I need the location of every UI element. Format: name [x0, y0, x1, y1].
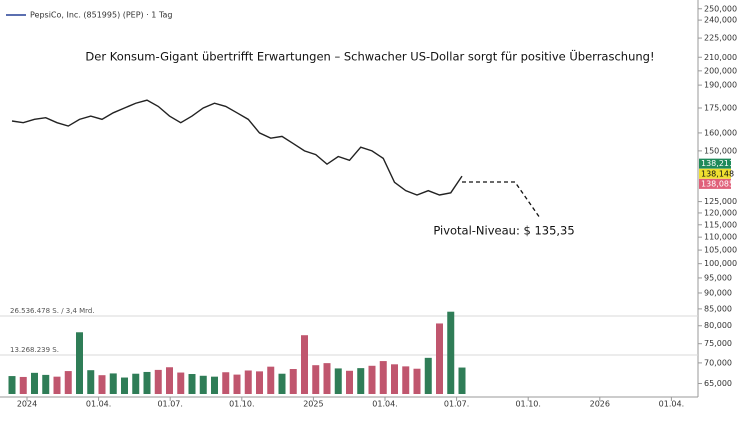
volume-bar [188, 374, 196, 394]
volume-bar [447, 311, 455, 394]
volume-bar [222, 372, 230, 394]
y-tick-label: 70,000 [704, 358, 732, 367]
volume-bar [278, 373, 286, 394]
legend-text: PepsiCo, Inc. (851995) (PEP) · 1 Tag [30, 11, 172, 20]
volume-bar [357, 368, 365, 394]
volume-bar [458, 367, 466, 394]
x-tick-label: 01.04. [86, 400, 111, 409]
x-tick-label: 01.10. [229, 400, 254, 409]
volume-bar [8, 376, 16, 394]
volume-bar [121, 377, 128, 394]
volume-bar [19, 376, 27, 394]
chart-title: Der Konsum-Gigant übertrifft Erwartungen… [85, 48, 654, 64]
pivot-annotation: Pivotal-Niveau: $ 135,35 [433, 224, 574, 238]
volume-bar [177, 372, 185, 394]
y-tick-label: 150,000 [704, 146, 737, 155]
x-tick-label: 01.10. [515, 400, 540, 409]
price-tag [699, 178, 731, 189]
volume-bar [76, 332, 83, 394]
volume-bar [211, 376, 218, 394]
price-line [11, 99, 463, 196]
x-tick-label: 01.04. [659, 400, 684, 409]
volume-bar [289, 369, 297, 394]
volume-bar [143, 371, 151, 394]
volume-bar [166, 367, 173, 394]
price-tag [699, 158, 731, 169]
volume-bar [87, 370, 95, 394]
y-tick-label: 115,000 [704, 220, 737, 229]
volume-bar [154, 369, 162, 394]
volume-bar [244, 370, 252, 394]
x-tick-label: 01.04. [372, 400, 397, 409]
price-tag-label: 138,148 [701, 169, 734, 178]
price-tag [699, 168, 731, 179]
y-tick-label: 240,000 [704, 16, 737, 25]
volume-bar [334, 368, 342, 394]
volume-bar [436, 323, 443, 394]
volume-bar [312, 365, 320, 394]
x-tick-label: 2026 [590, 400, 610, 409]
x-tick-label: 01.07. [444, 400, 469, 409]
y-tick-label: 75,000 [704, 339, 732, 348]
volume-bar [256, 371, 263, 394]
y-tick-label: 190,000 [704, 81, 737, 90]
y-tick-label: 105,000 [704, 246, 737, 255]
y-tick-label: 95,000 [704, 273, 732, 282]
volume-bar [31, 372, 38, 394]
y-tick-label: 80,000 [704, 321, 732, 330]
y-tick-label: 225,000 [704, 34, 737, 43]
volume-bar [109, 373, 117, 394]
volume-bar [402, 366, 410, 394]
x-tick-label: 2025 [303, 400, 323, 409]
y-tick-label: 160,000 [704, 128, 737, 137]
volume-bar [53, 376, 61, 394]
volume-bar [368, 365, 376, 394]
y-tick-label: 85,000 [704, 304, 732, 313]
y-tick-label: 250,000 [704, 4, 737, 13]
volume-bar [233, 374, 241, 394]
price-tag-label: 138,085 [701, 179, 734, 188]
volume-bar [301, 335, 308, 394]
volume-bar [346, 370, 353, 394]
volume-level-label: 13.268.239 S. [10, 346, 59, 354]
y-tick-label: 200,000 [704, 66, 737, 75]
y-tick-label: 100,000 [704, 259, 737, 268]
x-tick-label: 01.07. [157, 400, 182, 409]
y-tick-label: 90,000 [704, 288, 732, 297]
y-tick-label: 120,000 [704, 208, 737, 217]
y-tick-label: 210,000 [704, 53, 737, 62]
y-tick-label: 65,000 [704, 379, 732, 388]
volume-bar [64, 371, 72, 394]
volume-bar [42, 374, 50, 394]
price-tag-label: 138,211 [701, 159, 734, 168]
y-tick-label: 175,000 [704, 103, 737, 112]
y-tick-label: 110,000 [704, 233, 737, 242]
volume-bar [424, 357, 432, 394]
volume-bar [267, 366, 275, 394]
projection-line [462, 181, 541, 219]
x-tick-label: 2024 [17, 400, 37, 409]
volume-bar [391, 364, 398, 394]
volume-bar [98, 375, 106, 394]
volume-level-label: 26.536.478 S. / 3,4 Mrd. [10, 307, 95, 315]
volume-bar [323, 363, 331, 394]
volume-bar [379, 361, 387, 394]
y-tick-label: 125,000 [704, 197, 737, 206]
volume-bar [199, 375, 207, 394]
volume-bar [132, 373, 140, 394]
volume-bar [413, 368, 421, 394]
